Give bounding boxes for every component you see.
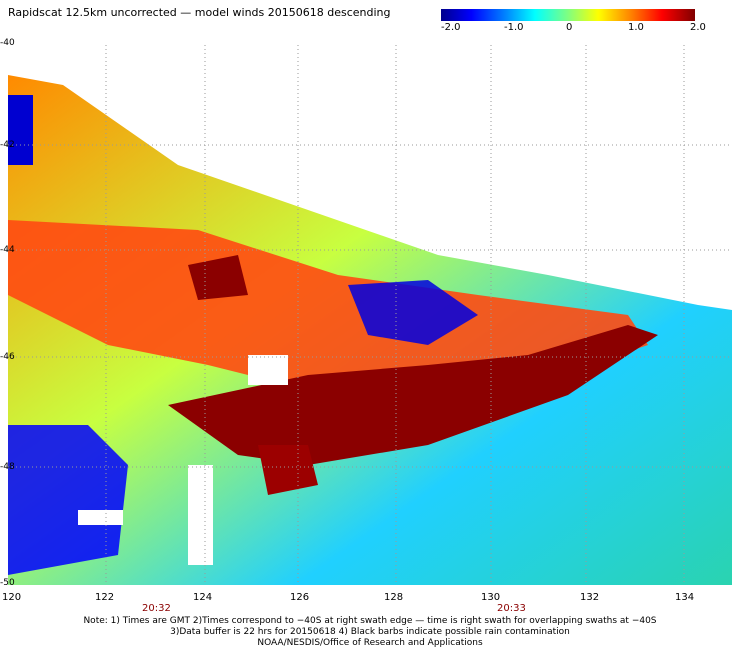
lon-tick: 122 [95, 592, 115, 603]
lon-tick: 124 [193, 592, 213, 603]
lon-tick: 128 [384, 592, 404, 603]
lon-tick: 130 [481, 592, 501, 603]
lon-tick: 126 [290, 592, 310, 603]
lat-tick: -50 [0, 578, 15, 588]
colorbar-label: -2.0 [441, 22, 461, 33]
lon-tick: 120 [2, 592, 22, 603]
wind-difference-map [8, 45, 732, 585]
lat-tick: -44 [0, 245, 15, 255]
swath-time: 20:32 [142, 603, 171, 614]
lat-tick: -40 [0, 38, 15, 48]
map-title: Rapidscat 12.5km uncorrected — model win… [8, 6, 391, 19]
lat-tick: -46 [0, 352, 15, 362]
colorbar-label: -1.0 [504, 22, 524, 33]
colorbar-label: 0 [566, 22, 573, 33]
lon-tick: 134 [675, 592, 695, 603]
footnote-line-3: NOAA/NESDIS/Office of Research and Appli… [257, 638, 483, 648]
colorbar [441, 9, 695, 21]
swath-time: 20:33 [497, 603, 526, 614]
colorbar-label: 2.0 [690, 22, 706, 33]
lat-tick: -48 [0, 462, 15, 472]
footnote-line-1: Note: 1) Times are GMT 2)Times correspon… [83, 616, 657, 626]
lat-tick: -42 [0, 140, 15, 150]
footnote-line-2: 3)Data buffer is 22 hrs for 20150618 4) … [170, 627, 570, 637]
lon-tick: 132 [580, 592, 600, 603]
colorbar-label: 1.0 [628, 22, 644, 33]
